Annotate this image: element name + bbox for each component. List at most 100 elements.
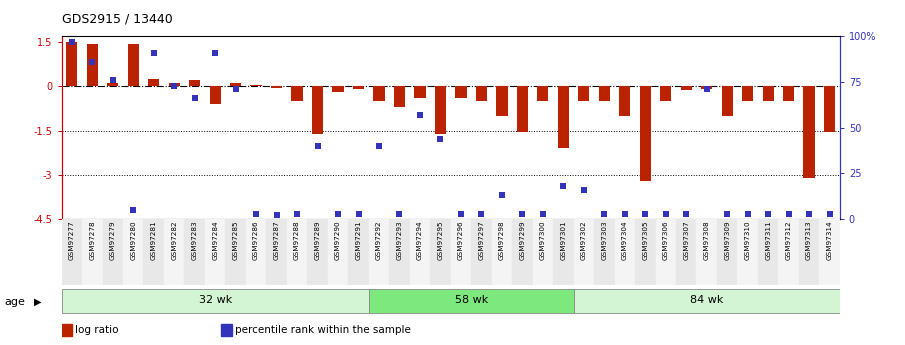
Bar (164, 219, 185, 285)
Point (249, 211, 263, 216)
Bar (107, 83, 119, 86)
Text: GSM97310: GSM97310 (745, 220, 750, 260)
Bar (128, 45, 138, 86)
Text: GSM97306: GSM97306 (662, 220, 669, 260)
Text: GSM97296: GSM97296 (458, 220, 464, 260)
Bar (185, 219, 205, 285)
Point (515, 211, 529, 216)
Point (126, 207, 140, 213)
Bar (517, 86, 528, 132)
Point (536, 211, 550, 216)
Point (228, 87, 243, 92)
Bar (574, 219, 594, 285)
Text: 84 wk: 84 wk (690, 296, 723, 305)
Bar (82, 219, 102, 285)
Bar (221, 324, 232, 335)
Bar (757, 219, 778, 285)
Bar (144, 219, 164, 285)
Bar (538, 86, 548, 101)
Text: GSM97292: GSM97292 (376, 220, 382, 260)
Text: GSM97295: GSM97295 (437, 220, 443, 260)
Text: GSM97302: GSM97302 (581, 220, 586, 260)
Point (351, 211, 366, 216)
Bar (205, 219, 225, 285)
Bar (451, 219, 472, 285)
Bar (225, 219, 246, 285)
Text: log ratio: log ratio (75, 325, 119, 335)
Bar (799, 219, 819, 285)
Text: GSM97285: GSM97285 (233, 220, 239, 260)
Bar (230, 83, 242, 86)
Point (659, 211, 673, 216)
Point (147, 50, 161, 56)
Point (556, 184, 570, 189)
Bar (87, 45, 98, 86)
Text: GSM97286: GSM97286 (253, 220, 259, 260)
Text: age: age (5, 297, 25, 307)
Point (85, 59, 100, 65)
Point (310, 143, 325, 149)
Bar (660, 86, 672, 101)
Bar (210, 86, 221, 104)
Bar (804, 86, 814, 178)
Point (720, 211, 735, 216)
Text: GSM97280: GSM97280 (130, 220, 137, 260)
Text: GSM97284: GSM97284 (212, 220, 218, 260)
Point (167, 83, 181, 88)
Bar (308, 219, 328, 285)
Point (679, 211, 693, 216)
Bar (414, 86, 425, 98)
Text: GSM97289: GSM97289 (315, 220, 320, 260)
Bar (824, 86, 835, 132)
Bar (783, 86, 795, 101)
Bar (676, 219, 697, 285)
Text: GSM97300: GSM97300 (540, 220, 546, 260)
Bar (312, 86, 323, 134)
Bar (434, 86, 446, 134)
Bar (353, 86, 364, 89)
Point (802, 211, 816, 216)
Text: GSM97314: GSM97314 (826, 220, 833, 260)
Point (372, 143, 386, 149)
Bar (778, 219, 799, 285)
Text: GSM97307: GSM97307 (683, 220, 690, 260)
Bar (655, 219, 676, 285)
Bar (251, 85, 262, 86)
Bar (62, 219, 82, 285)
Text: GSM97298: GSM97298 (499, 220, 505, 260)
Point (270, 213, 284, 218)
Bar (394, 86, 405, 107)
Bar (738, 219, 757, 285)
Bar (476, 86, 487, 101)
Text: GSM97305: GSM97305 (643, 220, 648, 260)
Text: GSM97309: GSM97309 (724, 220, 730, 260)
Point (433, 136, 448, 141)
Bar (717, 219, 738, 285)
Bar (512, 219, 533, 285)
Point (617, 211, 632, 216)
Bar (168, 83, 180, 86)
Bar (368, 219, 389, 285)
Bar (348, 219, 368, 285)
Bar (681, 86, 691, 90)
Text: GDS2915 / 13440: GDS2915 / 13440 (62, 12, 172, 25)
Text: GSM97291: GSM97291 (356, 220, 361, 260)
Text: percentile rank within the sample: percentile rank within the sample (234, 325, 411, 335)
Text: GSM97294: GSM97294 (417, 220, 423, 260)
Bar (635, 219, 655, 285)
Text: GSM97293: GSM97293 (396, 220, 403, 260)
Bar (328, 219, 348, 285)
Text: GSM97278: GSM97278 (90, 220, 95, 260)
Text: GSM97313: GSM97313 (806, 220, 812, 260)
Bar (148, 79, 159, 86)
Text: 58 wk: 58 wk (454, 296, 488, 305)
Point (740, 211, 755, 216)
Bar (819, 219, 840, 285)
Bar (491, 219, 512, 285)
Text: GSM97297: GSM97297 (479, 220, 484, 260)
Text: GSM97283: GSM97283 (192, 220, 197, 260)
Bar (763, 86, 774, 101)
Bar (721, 86, 733, 116)
Point (64, 39, 79, 45)
Point (106, 77, 120, 83)
